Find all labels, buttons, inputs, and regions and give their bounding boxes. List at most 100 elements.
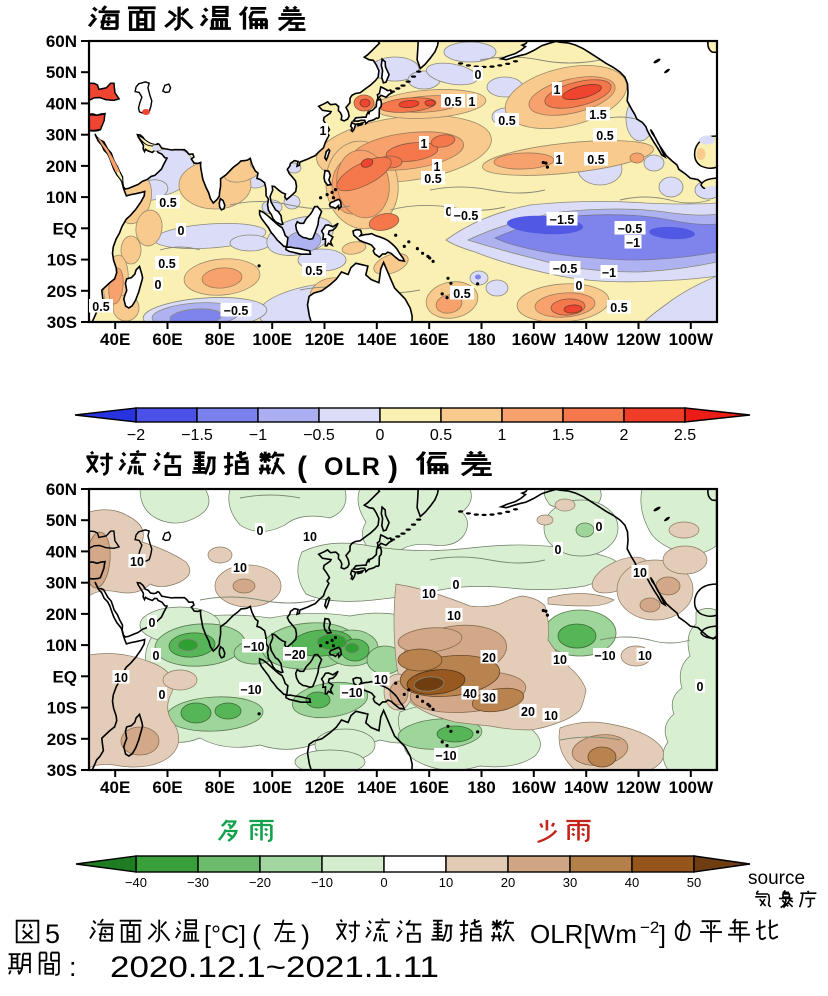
svg-text:30N: 30N — [46, 126, 77, 145]
svg-text:−20: −20 — [284, 648, 305, 662]
svg-text:0: 0 — [697, 680, 704, 694]
svg-text:180: 180 — [467, 330, 495, 349]
svg-text:160W: 160W — [512, 330, 557, 349]
svg-text:−2: −2 — [127, 427, 145, 444]
svg-text:−1.5: −1.5 — [550, 213, 575, 227]
svg-text:(: ( — [252, 920, 261, 950]
svg-text:160W: 160W — [512, 778, 557, 797]
svg-text:100W: 100W — [669, 330, 714, 349]
svg-text:100E: 100E — [252, 330, 292, 349]
svg-text:1: 1 — [469, 95, 476, 109]
svg-text:EQ: EQ — [52, 219, 77, 238]
svg-text:120E: 120E — [305, 778, 345, 797]
svg-text:160E: 160E — [409, 330, 449, 349]
svg-text:[°C]: [°C] — [204, 921, 246, 949]
svg-text:0.5: 0.5 — [158, 257, 175, 271]
svg-text:0.5: 0.5 — [596, 129, 613, 143]
svg-text:10: 10 — [422, 587, 436, 601]
svg-text:30: 30 — [563, 875, 577, 890]
svg-text:120W: 120W — [616, 778, 661, 797]
svg-text:10: 10 — [633, 566, 647, 580]
svg-text:5: 5 — [45, 919, 60, 949]
svg-text:source: source — [748, 868, 805, 889]
svg-text:20S: 20S — [47, 730, 77, 749]
svg-text:60E: 60E — [152, 330, 182, 349]
svg-text:−1: −1 — [249, 427, 267, 444]
svg-text:30N: 30N — [46, 574, 77, 593]
svg-text:0: 0 — [149, 616, 156, 630]
svg-text:10S: 10S — [47, 251, 77, 270]
svg-text:−40: −40 — [125, 875, 147, 890]
svg-text:0: 0 — [576, 279, 583, 293]
svg-text:50N: 50N — [46, 63, 77, 82]
svg-text:140W: 140W — [564, 778, 609, 797]
svg-text:0: 0 — [453, 578, 460, 592]
svg-text:2020.12.1~2021.1.11: 2020.12.1~2021.1.11 — [110, 951, 439, 984]
svg-text:0: 0 — [596, 520, 603, 534]
svg-text:−2: −2 — [640, 918, 659, 937]
svg-text:10: 10 — [130, 555, 144, 569]
svg-text:180: 180 — [467, 778, 495, 797]
svg-text:50: 50 — [687, 875, 701, 890]
svg-text:): ) — [388, 451, 398, 484]
svg-text:): ) — [301, 920, 310, 950]
svg-text:OLR[Wm: OLR[Wm — [530, 919, 637, 949]
svg-text:40E: 40E — [100, 778, 130, 797]
svg-text:20: 20 — [501, 875, 515, 890]
svg-text:10: 10 — [439, 875, 453, 890]
svg-text:0: 0 — [446, 205, 453, 219]
svg-text:50N: 50N — [46, 511, 77, 530]
svg-text:100W: 100W — [669, 778, 714, 797]
svg-text:−0.5: −0.5 — [224, 304, 249, 318]
svg-text:0.5: 0.5 — [159, 196, 176, 210]
svg-text:10S: 10S — [47, 699, 77, 718]
svg-text:30: 30 — [482, 691, 496, 705]
svg-text:−0.5: −0.5 — [454, 209, 479, 223]
svg-text:20: 20 — [482, 651, 496, 665]
svg-text:20: 20 — [521, 705, 535, 719]
svg-text:20N: 20N — [46, 605, 77, 624]
svg-text:80E: 80E — [205, 778, 235, 797]
svg-text:40N: 40N — [46, 94, 77, 113]
svg-text:EQ: EQ — [52, 667, 77, 686]
svg-text:0: 0 — [257, 524, 264, 538]
svg-text:140E: 140E — [357, 330, 397, 349]
svg-text:0.5: 0.5 — [305, 264, 322, 278]
svg-text:−1.5: −1.5 — [181, 427, 213, 444]
svg-text:−0.5: −0.5 — [553, 262, 578, 276]
svg-text:−10: −10 — [240, 683, 261, 697]
svg-text:160E: 160E — [409, 778, 449, 797]
svg-text:10N: 10N — [46, 636, 77, 655]
svg-text:0.5: 0.5 — [587, 153, 604, 167]
svg-text:−1: −1 — [626, 236, 640, 250]
svg-text:60N: 60N — [46, 32, 77, 51]
svg-text:0: 0 — [159, 688, 166, 702]
svg-text:140W: 140W — [564, 330, 609, 349]
svg-text:0.5: 0.5 — [444, 95, 461, 109]
svg-text:0.5: 0.5 — [424, 172, 441, 186]
svg-text:0.5: 0.5 — [92, 300, 109, 314]
svg-text:40: 40 — [625, 875, 639, 890]
svg-text:1.5: 1.5 — [589, 108, 606, 122]
svg-text:0: 0 — [376, 427, 385, 444]
svg-text:80E: 80E — [205, 330, 235, 349]
svg-text:20S: 20S — [47, 282, 77, 301]
svg-text:1: 1 — [554, 83, 561, 97]
svg-text:10: 10 — [447, 609, 461, 623]
svg-text:−0.5: −0.5 — [618, 222, 643, 236]
svg-text:40: 40 — [463, 687, 477, 701]
svg-text:1: 1 — [556, 153, 563, 167]
svg-text:2: 2 — [620, 427, 629, 444]
svg-text:−10: −10 — [435, 749, 456, 763]
svg-text:60E: 60E — [152, 778, 182, 797]
svg-text:60N: 60N — [46, 480, 77, 499]
svg-text:0: 0 — [153, 649, 160, 663]
svg-text:10: 10 — [114, 671, 128, 685]
svg-text:−10: −10 — [594, 649, 615, 663]
svg-text:]: ] — [659, 921, 666, 949]
svg-text:−10: −10 — [243, 640, 264, 654]
svg-text:−30: −30 — [187, 875, 209, 890]
svg-text:140E: 140E — [357, 778, 397, 797]
svg-text:0: 0 — [475, 68, 482, 82]
svg-text:30S: 30S — [47, 761, 77, 780]
